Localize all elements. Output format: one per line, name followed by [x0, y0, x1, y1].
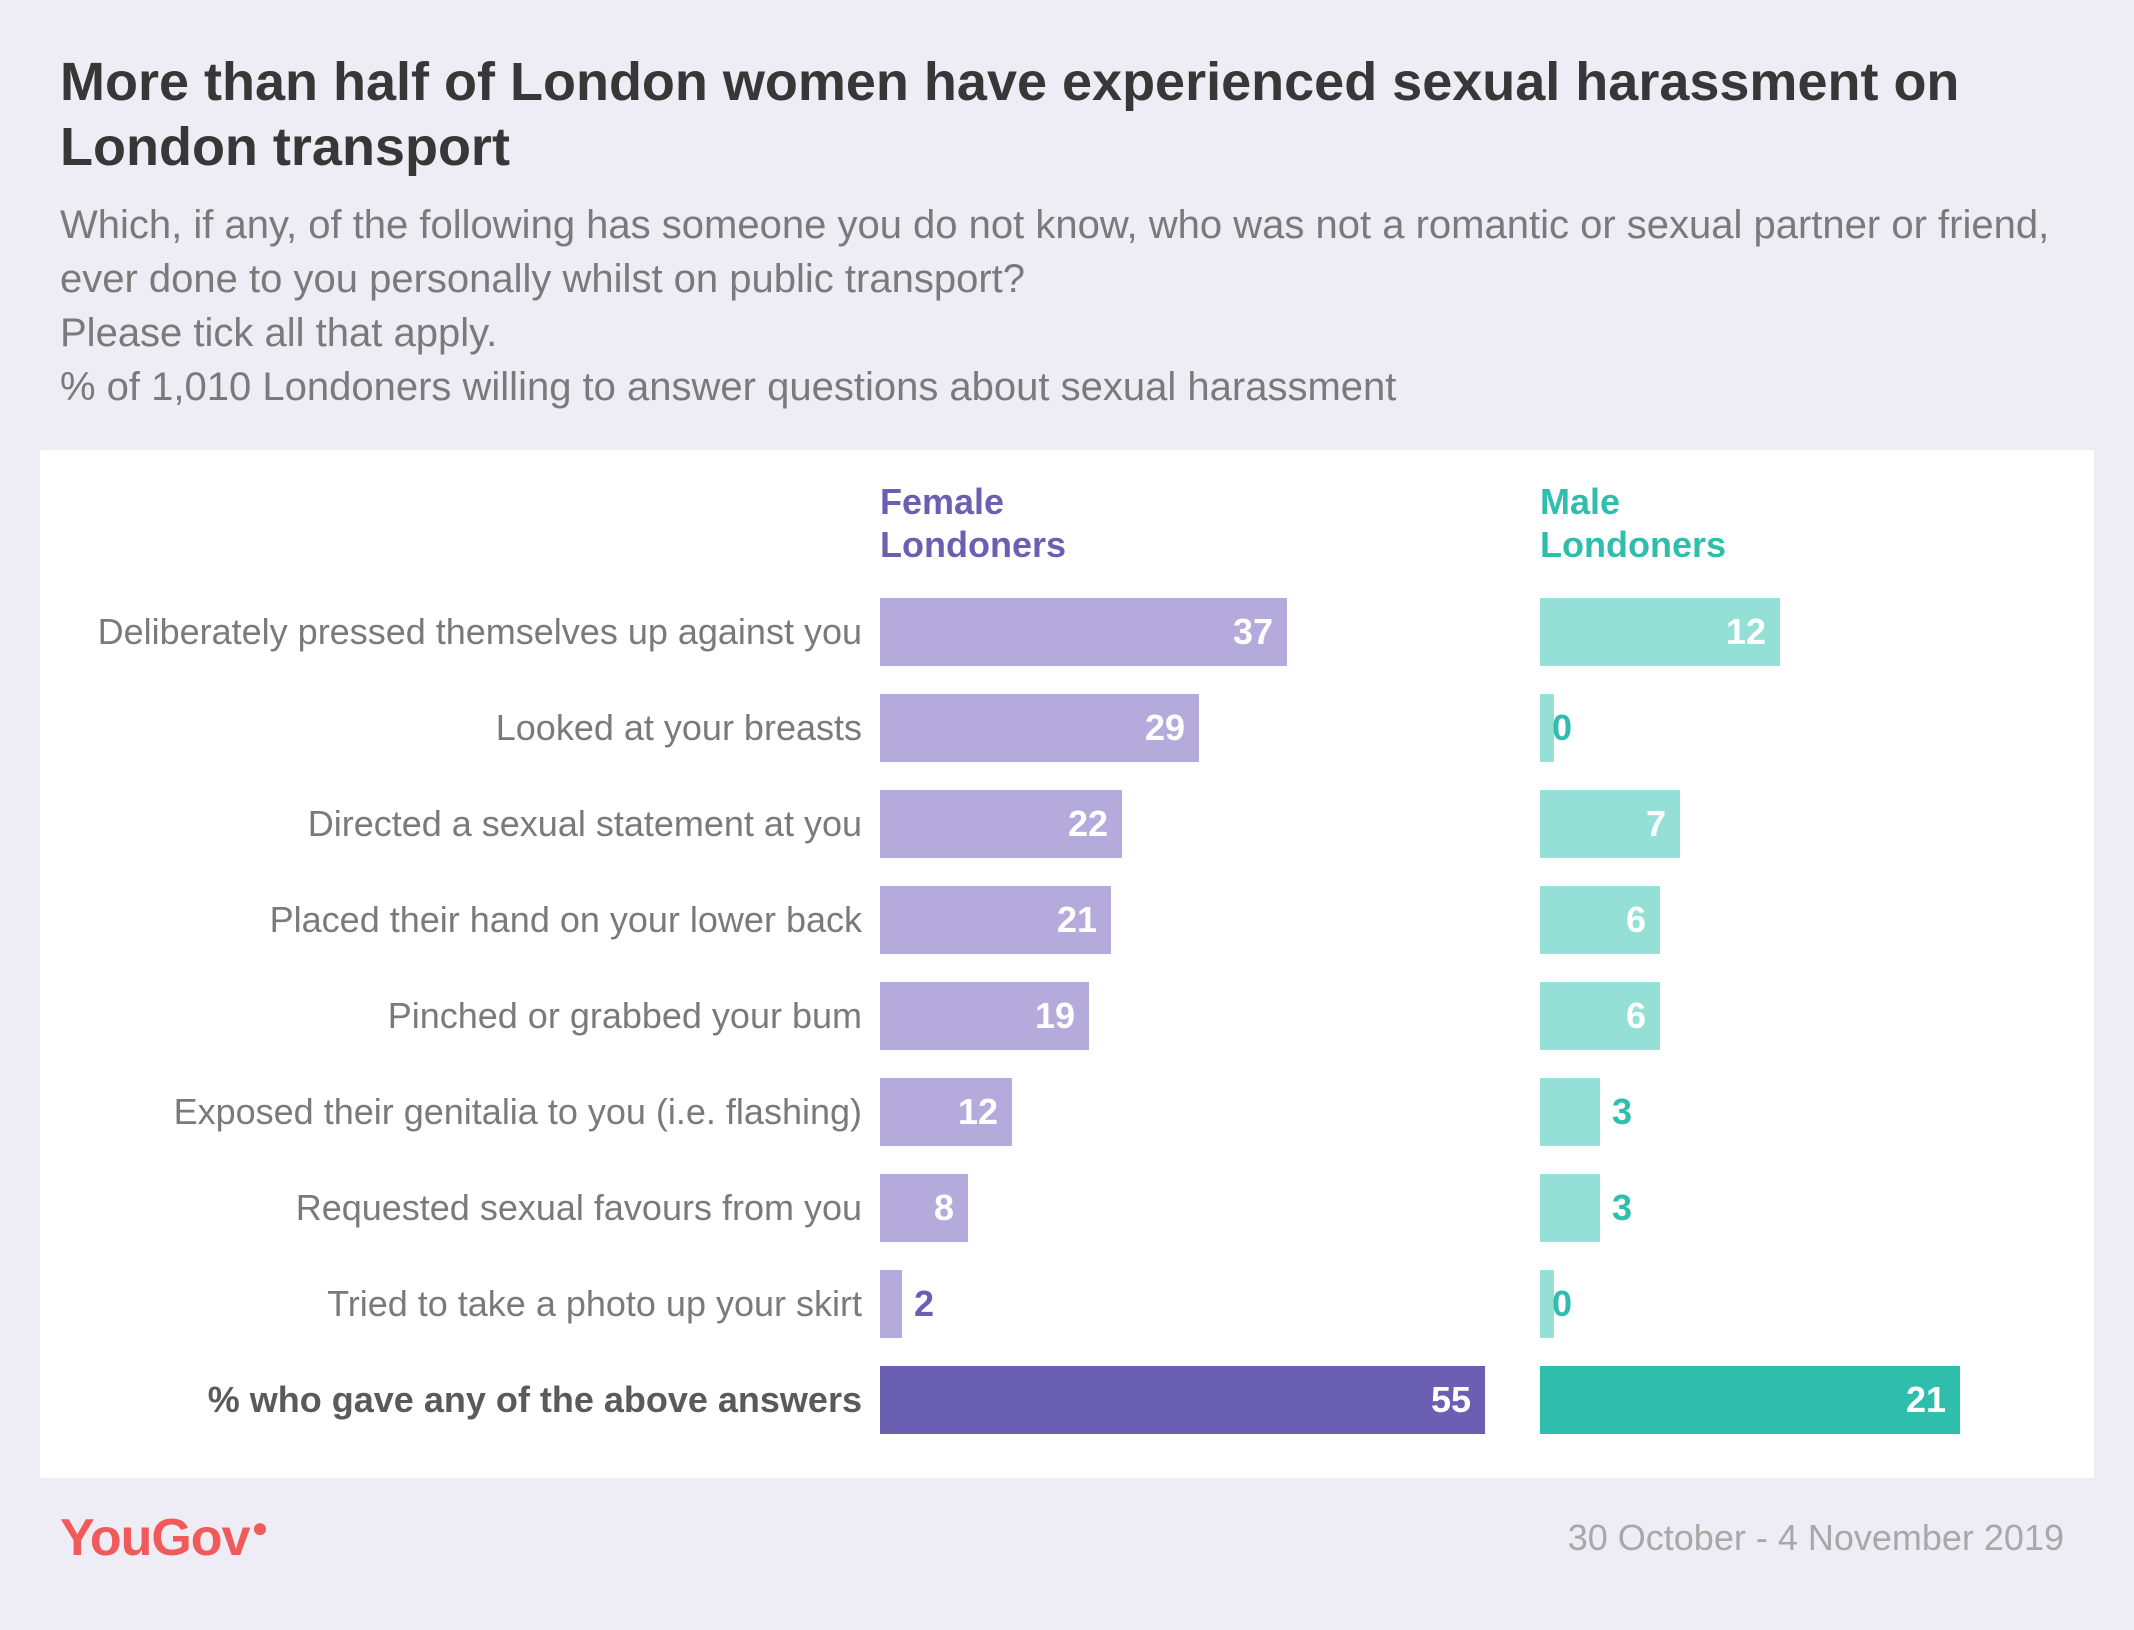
bar-value-label: 3 [1612, 1091, 1632, 1133]
bar: 12 [880, 1078, 1012, 1146]
bar: 22 [880, 790, 1122, 858]
chart-row: Pinched or grabbed your bum19 6 [50, 968, 2054, 1064]
bar: 29 [880, 694, 1199, 762]
bar-zone: 19 [880, 978, 1540, 1054]
bar [880, 1270, 902, 1338]
bar: 21 [880, 886, 1111, 954]
bar-zone: 12 [880, 1074, 1540, 1150]
yougov-logo: YouGov● [60, 1508, 267, 1568]
row-label: Directed a sexual statement at you [50, 803, 880, 845]
bar-zone: 2 [880, 1266, 1540, 1342]
bar-value-label: 3 [1612, 1187, 1632, 1229]
logo-text: YouGov [60, 1509, 249, 1567]
bar: 12 [1540, 598, 1780, 666]
bar-zone: 0 [1540, 1266, 2020, 1342]
bar-zone: 22 [880, 786, 1540, 862]
row-label: Exposed their genitalia to you (i.e. fla… [50, 1091, 880, 1133]
column-headers: FemaleLondoners MaleLondoners [50, 480, 2054, 566]
column-header-female: FemaleLondoners [880, 480, 1540, 566]
bar-zone: 55 [880, 1362, 1540, 1438]
row-label: Tried to take a photo up your skirt [50, 1283, 880, 1325]
bar-zone: 3 [1540, 1170, 2020, 1246]
chart-row: Requested sexual favours from you8 3 [50, 1160, 2054, 1256]
bar-zone: 8 [880, 1170, 1540, 1246]
bar: 6 [1540, 982, 1660, 1050]
bar: 21 [1540, 1366, 1960, 1434]
column-header-male: MaleLondoners [1540, 480, 2020, 566]
bar-zone: 29 [880, 690, 1540, 766]
chart-area: FemaleLondoners MaleLondoners Deliberate… [40, 450, 2094, 1478]
footer: YouGov● 30 October - 4 November 2019 [40, 1478, 2094, 1568]
bar-zone: 7 [1540, 786, 2020, 862]
subtitle-line-1: Which, if any, of the following has some… [60, 203, 2049, 301]
header-spacer [50, 480, 880, 566]
bar-zone: 37 [880, 594, 1540, 670]
bar: 55 [880, 1366, 1485, 1434]
bar: 7 [1540, 790, 1680, 858]
rows-container: Deliberately pressed themselves up again… [50, 584, 2054, 1448]
chart-row: Looked at your breasts29 0 [50, 680, 2054, 776]
chart-row: % who gave any of the above answers55 21 [50, 1352, 2054, 1448]
chart-row: Exposed their genitalia to you (i.e. fla… [50, 1064, 2054, 1160]
bar-zone: 3 [1540, 1074, 2020, 1150]
bar-zone: 21 [1540, 1362, 2020, 1438]
bar [1540, 1174, 1600, 1242]
bar-zone: 21 [880, 882, 1540, 958]
chart-row: Tried to take a photo up your skirt 2 0 [50, 1256, 2054, 1352]
chart-title: More than half of London women have expe… [60, 50, 2074, 180]
bar-zone: 6 [1540, 882, 2020, 958]
subtitle-line-2: Please tick all that apply. [60, 311, 497, 355]
chart-row: Placed their hand on your lower back21 6 [50, 872, 2054, 968]
chart-subtitle: Which, if any, of the following has some… [60, 198, 2074, 414]
bar-zone: 0 [1540, 690, 2020, 766]
header-block: More than half of London women have expe… [40, 40, 2094, 450]
bar: 8 [880, 1174, 968, 1242]
date-range: 30 October - 4 November 2019 [1568, 1517, 2064, 1559]
row-label: Deliberately pressed themselves up again… [50, 611, 880, 653]
row-label: Pinched or grabbed your bum [50, 995, 880, 1037]
row-label: Requested sexual favours from you [50, 1187, 880, 1229]
logo-dot-icon: ● [251, 1512, 267, 1543]
row-label: Placed their hand on your lower back [50, 899, 880, 941]
bar-zone: 12 [1540, 594, 2020, 670]
bar-zone: 6 [1540, 978, 2020, 1054]
chart-row: Deliberately pressed themselves up again… [50, 584, 2054, 680]
row-label: % who gave any of the above answers [50, 1379, 880, 1421]
bar-value-label: 2 [914, 1283, 934, 1325]
chart-row: Directed a sexual statement at you22 7 [50, 776, 2054, 872]
bar-value-label: 0 [1552, 1283, 1572, 1325]
subtitle-line-3: % of 1,010 Londoners willing to answer q… [60, 365, 1396, 409]
bar [1540, 1078, 1600, 1146]
row-label: Looked at your breasts [50, 707, 880, 749]
bar-value-label: 0 [1552, 707, 1572, 749]
bar: 37 [880, 598, 1287, 666]
bar: 6 [1540, 886, 1660, 954]
bar: 19 [880, 982, 1089, 1050]
